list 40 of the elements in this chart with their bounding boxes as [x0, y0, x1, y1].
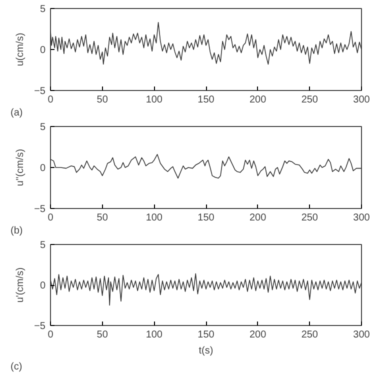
x-tick-label: 250	[301, 94, 318, 106]
x-tick-label: 250	[301, 212, 318, 224]
y-tick-label: 5	[40, 122, 46, 133]
y-tick-label: −5	[34, 204, 46, 215]
x-tick-label: 200	[249, 212, 267, 224]
x-tick-label: 50	[96, 94, 108, 106]
x-tick-label: 150	[198, 212, 215, 224]
x-tick-label: 250	[301, 330, 318, 340]
x-tick-label: 200	[249, 94, 267, 106]
x-tick-label: 200	[249, 330, 267, 340]
x-tick-label: 150	[198, 94, 215, 106]
x-tick-label: 300	[353, 330, 370, 340]
y-tick-label: 0	[40, 163, 46, 174]
y-axis-title: u(cm/s)	[15, 32, 26, 66]
y-tick-label: 0	[40, 280, 46, 292]
x-tick-label: 50	[96, 212, 108, 224]
x-axis-title: t(s)	[198, 346, 214, 356]
y-tick-label: −5	[34, 86, 46, 97]
x-tick-label: 100	[146, 94, 163, 106]
x-tick-label: 300	[353, 94, 370, 106]
line-series	[50, 273, 362, 306]
text: (b)	[10, 226, 23, 236]
y-tick-label: 5	[40, 240, 46, 251]
text: (a)	[10, 108, 23, 118]
text: (c)	[10, 362, 22, 372]
x-tick-label: 100	[146, 212, 163, 224]
x-tick-label: 100	[146, 330, 163, 340]
x-tick-label: 0	[48, 212, 54, 224]
y-axis-title: u'(cm/s)	[15, 267, 26, 303]
x-tick-label: 50	[96, 330, 108, 340]
x-tick-label: 0	[48, 94, 54, 106]
x-tick-label: 0	[48, 330, 54, 340]
y-axis-title: u''(cm/s)	[15, 148, 26, 186]
x-tick-label: 150	[198, 330, 215, 340]
y-tick-label: 0	[40, 45, 46, 56]
x-tick-label: 300	[353, 212, 370, 224]
y-tick-label: −5	[34, 321, 46, 332]
line-series	[50, 22, 362, 65]
y-tick-label: 5	[40, 4, 46, 15]
line-series	[50, 154, 362, 179]
